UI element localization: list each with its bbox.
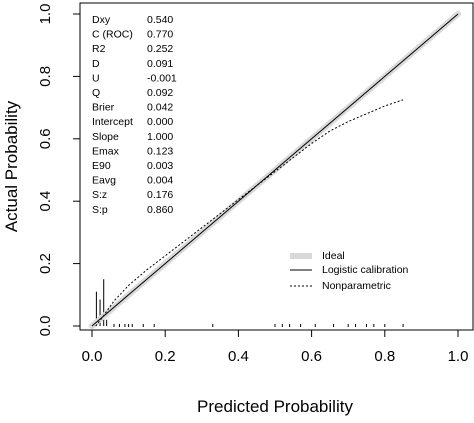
series-group bbox=[89, 11, 461, 329]
stat-label: S:p bbox=[92, 204, 108, 216]
stat-label: Emax bbox=[92, 145, 120, 157]
stat-label: Dxy bbox=[92, 14, 111, 26]
stat-value: 0.000 bbox=[147, 116, 173, 128]
stat-value: 0.860 bbox=[147, 204, 173, 216]
stat-value: 0.770 bbox=[147, 29, 173, 41]
stat-label: E90 bbox=[92, 160, 111, 172]
stat-value: 0.092 bbox=[147, 87, 173, 99]
stat-value: 0.042 bbox=[147, 102, 173, 114]
x-tick-label: 0.0 bbox=[82, 348, 103, 365]
stat-label: D bbox=[92, 58, 100, 70]
stat-value: 0.004 bbox=[147, 175, 173, 187]
x-tick-label: 0.4 bbox=[228, 348, 249, 365]
y-axis-title: Actual Probability bbox=[2, 100, 21, 232]
stat-value: -0.001 bbox=[147, 72, 177, 84]
y-tick-label: 0.8 bbox=[37, 66, 54, 87]
series-nonparametric bbox=[95, 99, 404, 327]
stat-value: 0.252 bbox=[147, 43, 173, 55]
stat-label: Eavg bbox=[92, 175, 116, 187]
legend-label: Nonparametric bbox=[322, 280, 391, 292]
legend-label: Ideal bbox=[322, 250, 345, 262]
series-logistic-calibration bbox=[91, 13, 459, 327]
x-tick-label: 1.0 bbox=[448, 348, 469, 365]
stat-value: 0.091 bbox=[147, 58, 173, 70]
x-axis-title: Predicted Probability bbox=[197, 397, 353, 416]
stat-value: 1.000 bbox=[147, 131, 173, 143]
stat-label: Intercept bbox=[92, 116, 133, 128]
stat-value: 0.003 bbox=[147, 160, 173, 172]
legend: Ideal Logistic calibration Nonparametric bbox=[290, 250, 409, 292]
y-tick-label: 0.0 bbox=[37, 316, 54, 337]
axes-group: 0.0 0.2 0.4 0.6 0.8 1.0 0.0 0.2 0.4 0.6 0.8 1.0 Pred… bbox=[2, 2, 474, 416]
x-tick-label: 0.8 bbox=[374, 348, 395, 365]
plot-frame bbox=[79, 2, 474, 331]
stat-label: U bbox=[92, 72, 100, 84]
y-tick-label: 0.2 bbox=[37, 253, 54, 274]
stat-value: 0.123 bbox=[147, 145, 173, 157]
y-tick-label: 0.4 bbox=[37, 191, 54, 212]
y-tick-label: 1.0 bbox=[37, 4, 54, 25]
stat-value: 0.540 bbox=[147, 14, 173, 26]
stat-label: Q bbox=[92, 87, 100, 99]
stats-block: Dxy 0.540 C (ROC) 0.770 R2 0.252 D 0.091 U -0.001… bbox=[92, 14, 177, 216]
y-tick-label: 0.6 bbox=[37, 128, 54, 149]
stat-value: 0.176 bbox=[147, 189, 173, 201]
stat-label: S:z bbox=[92, 189, 107, 201]
stat-label: Slope bbox=[92, 131, 119, 143]
x-tick-label: 0.2 bbox=[155, 348, 176, 365]
x-tick-label: 0.6 bbox=[301, 348, 322, 365]
stat-label: Brier bbox=[92, 102, 115, 114]
legend-label: Logistic calibration bbox=[322, 264, 409, 276]
stat-label: C (ROC) bbox=[92, 29, 133, 41]
stat-label: R2 bbox=[92, 43, 106, 55]
